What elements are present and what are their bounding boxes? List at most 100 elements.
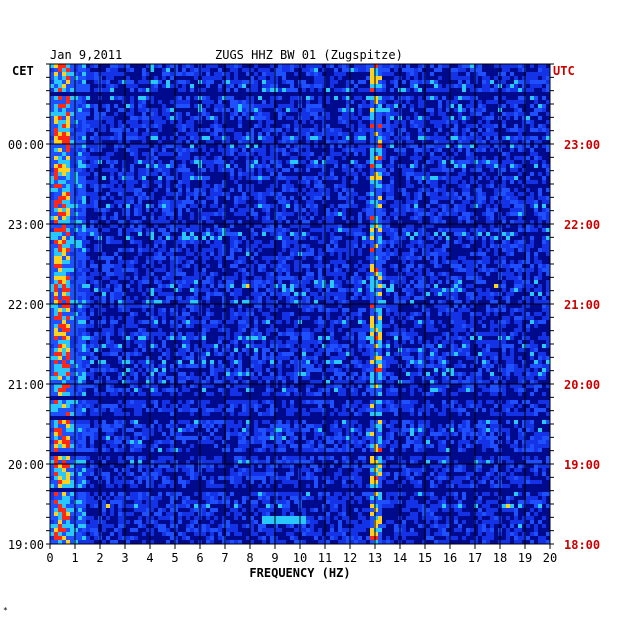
spectrogram-cell: [222, 160, 227, 165]
spectrogram-cell: [266, 180, 271, 185]
spectrogram-cell: [170, 104, 175, 109]
spectrogram-cell: [486, 176, 491, 181]
spectrogram-cell: [314, 120, 319, 125]
spectrogram-cell: [174, 152, 179, 157]
spectrogram-cell: [74, 104, 79, 109]
spectrogram-cell: [174, 76, 179, 81]
spectrogram-cell: [254, 140, 259, 145]
spectrogram-cell: [150, 172, 155, 177]
spectrogram-cell: [422, 180, 427, 185]
spectrogram-cell: [170, 200, 175, 205]
spectrogram-cell: [546, 112, 551, 117]
spectrogram-cell: [242, 64, 247, 69]
spectrogram-cell: [406, 104, 411, 109]
spectrogram-cell: [206, 176, 211, 181]
spectrogram-cell: [290, 100, 295, 105]
spectrogram-cell: [346, 220, 351, 225]
spectrogram-cell: [226, 208, 231, 213]
spectrogram-cell: [266, 84, 271, 89]
spectrogram-cell: [166, 164, 171, 169]
spectrogram-cell: [194, 204, 199, 209]
spectrogram-cell: [122, 184, 127, 189]
spectrogram-cell: [278, 212, 283, 217]
spectrogram-cell: [214, 108, 219, 113]
spectrogram-cell: [278, 132, 283, 137]
spectrogram-cell: [314, 172, 319, 177]
spectrogram-cell: [538, 88, 543, 93]
spectrogram-cell: [66, 204, 71, 209]
spectrogram-cell: [462, 124, 467, 129]
spectrogram-cell: [150, 92, 155, 97]
spectrogram-cell: [518, 112, 523, 117]
spectrogram-cell: [106, 180, 111, 185]
spectrogram-cell: [138, 204, 143, 209]
spectrogram-cell: [518, 64, 523, 69]
spectrogram-cell: [86, 196, 91, 201]
spectrogram-cell: [102, 100, 107, 105]
spectrogram-cell: [194, 208, 199, 213]
spectrogram-cell: [150, 116, 155, 121]
spectrogram-cell: [278, 220, 283, 225]
spectrogram-cell: [154, 72, 159, 77]
spectrogram-cell: [502, 208, 507, 213]
spectrogram-cell: [394, 76, 399, 81]
spectrogram-cell: [126, 88, 131, 93]
spectrogram-cell: [126, 152, 131, 157]
spectrogram-cell: [530, 192, 535, 197]
spectrogram-cell: [466, 108, 471, 113]
spectrogram-cell: [102, 216, 107, 221]
spectrogram-cell: [86, 100, 91, 105]
spectrogram-cell: [226, 176, 231, 181]
spectrogram-cell: [290, 140, 295, 145]
spectrogram-cell: [106, 184, 111, 189]
spectrogram-cell: [366, 132, 371, 137]
spectrogram-cell: [222, 116, 227, 121]
spectrogram-cell: [86, 208, 91, 213]
spectrogram-cell: [302, 104, 307, 109]
spectrogram-cell: [242, 128, 247, 133]
spectrogram-cell: [246, 108, 251, 113]
spectrogram-cell: [74, 132, 79, 137]
spectrogram-cell: [382, 176, 387, 181]
spectrogram-cell: [422, 184, 427, 189]
spectrogram-cell: [142, 92, 147, 97]
spectrogram-cell: [162, 136, 167, 141]
spectrogram-cell: [110, 196, 115, 201]
spectrogram-cell: [486, 144, 491, 149]
spectrogram-cell: [490, 216, 495, 221]
spectrogram-cell: [458, 104, 463, 109]
spectrogram-cell: [330, 108, 335, 113]
spectrogram-cell: [490, 204, 495, 209]
spectrogram-cell: [518, 132, 523, 137]
spectrogram-cell: [466, 196, 471, 201]
spectrogram-cell: [382, 156, 387, 161]
spectrogram-cell: [110, 200, 115, 205]
spectrogram-cell: [106, 124, 111, 129]
spectrogram-cell: [366, 156, 371, 161]
spectrogram-cell: [346, 216, 351, 221]
spectrogram-cell: [242, 204, 247, 209]
spectrogram-cell: [130, 108, 135, 113]
spectrogram-cell: [542, 208, 547, 213]
spectrogram-cell: [278, 80, 283, 85]
spectrogram-cell: [530, 172, 535, 177]
spectrogram-cell: [490, 100, 495, 105]
spectrogram-cell: [522, 208, 527, 213]
spectrogram-cell: [434, 76, 439, 81]
spectrogram-cell: [358, 208, 363, 213]
spectrogram-cell: [242, 144, 247, 149]
spectrogram-cell: [94, 80, 99, 85]
spectrogram-cell: [58, 144, 63, 149]
spectrogram-cell: [422, 144, 427, 149]
spectrogram-cell: [86, 68, 91, 73]
spectrogram-cell: [258, 168, 263, 173]
spectrogram-cell: [318, 116, 323, 121]
spectrogram-cell: [370, 188, 375, 193]
spectrogram-cell: [130, 120, 135, 125]
spectrogram-cell: [518, 192, 523, 197]
spectrogram-cell: [270, 116, 275, 121]
spectrogram-cell: [410, 124, 415, 129]
spectrogram-cell: [74, 152, 79, 157]
spectrogram-cell: [210, 120, 215, 125]
spectrogram-cell: [314, 184, 319, 189]
